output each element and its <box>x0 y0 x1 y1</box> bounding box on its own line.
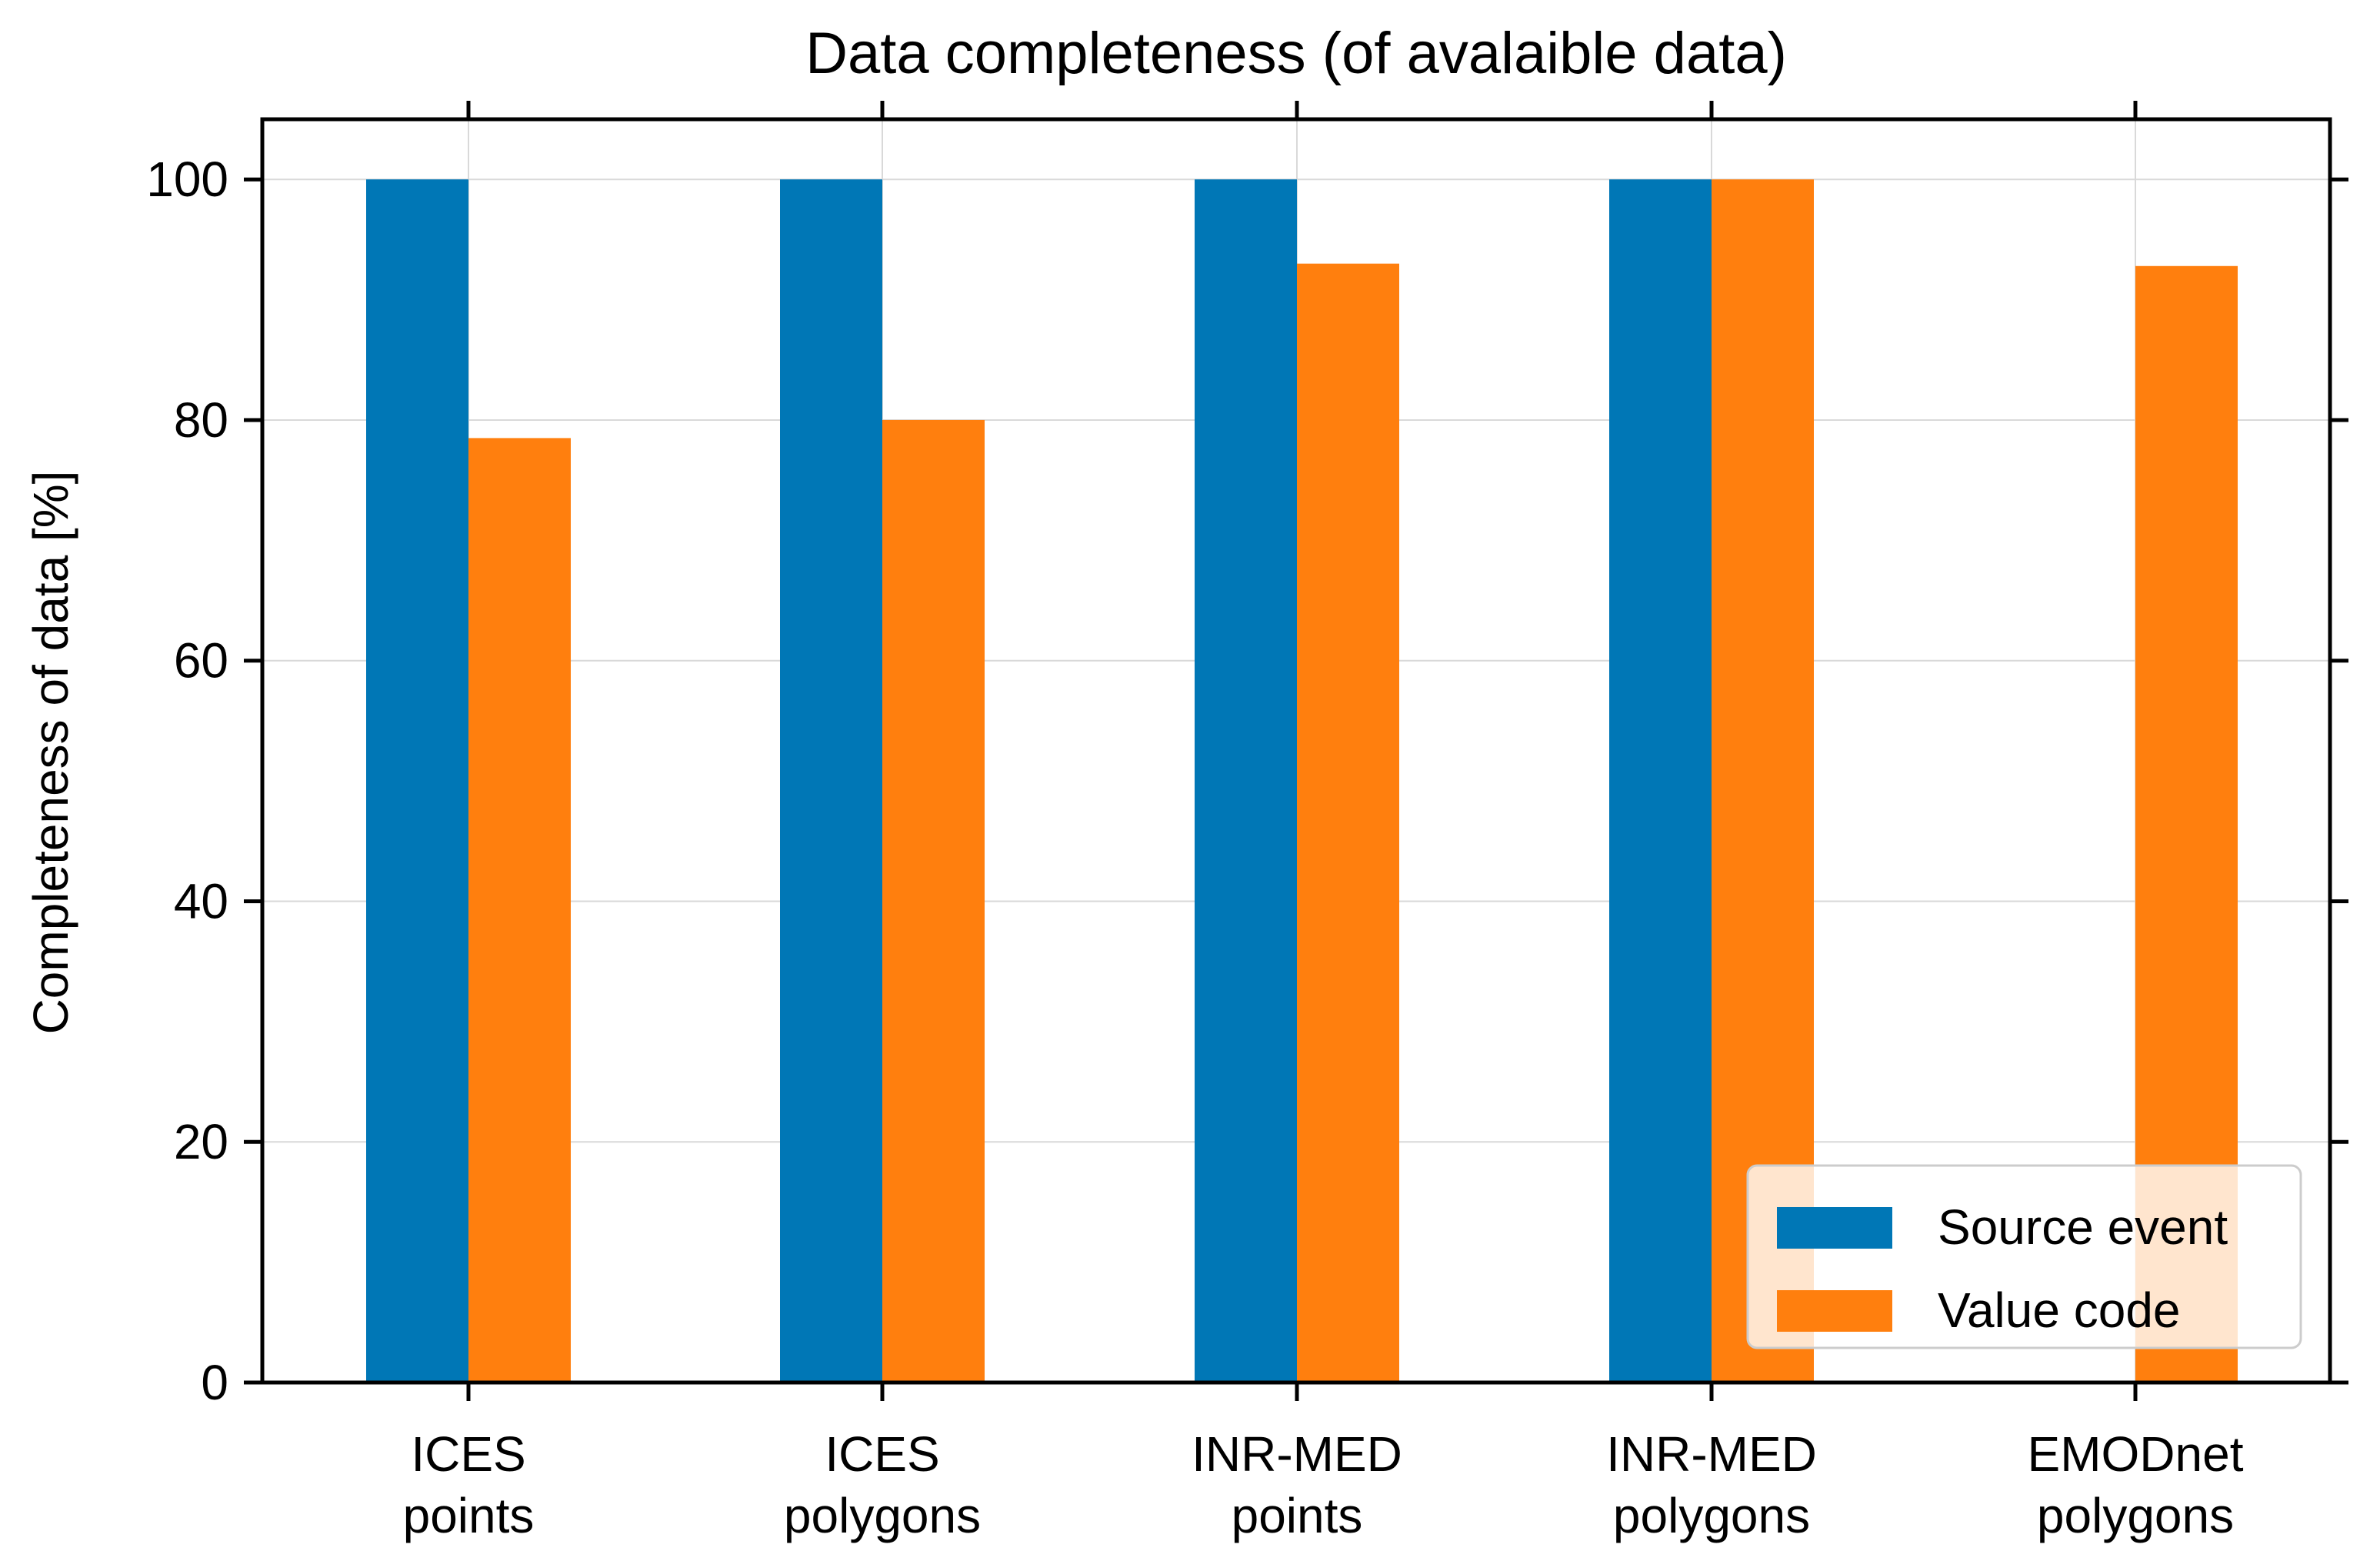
y-tick-label: 100 <box>146 152 228 207</box>
y-tick-label: 60 <box>174 633 228 689</box>
y-tick-labels: 0 20 40 60 80 100 <box>146 152 228 1410</box>
x-tick-labels: ICES points ICES polygons INR-MED points INR-M… <box>403 1426 2244 1543</box>
x-tick-label: EMODnet polygons <box>2028 1426 2244 1543</box>
x-tick-label: INR-MED polygons <box>1606 1426 1817 1543</box>
bar-value-code <box>882 419 985 1383</box>
x-tick-label: INR-MED points <box>1192 1426 1402 1543</box>
x-tick-label: ICES points <box>403 1426 535 1543</box>
y-tick-label: 0 <box>201 1355 228 1410</box>
legend-label: Source event <box>1938 1199 2228 1255</box>
legend-swatch <box>1777 1207 1892 1249</box>
chart-title: Data completeness (of avalaible data) <box>805 21 1787 86</box>
y-tick-label: 20 <box>174 1114 228 1169</box>
bar-source-event <box>366 179 468 1383</box>
bar-source-event <box>1195 179 1297 1383</box>
bar-value-code <box>468 438 571 1383</box>
legend-label: Value code <box>1938 1282 2181 1338</box>
y-tick-label: 40 <box>174 873 228 929</box>
bar-value-code <box>1297 263 1399 1383</box>
bars <box>366 179 2238 1383</box>
y-tick-label: 80 <box>174 392 228 448</box>
x-tick-label: ICES polygons <box>784 1426 981 1543</box>
legend-swatch <box>1777 1290 1892 1332</box>
axis-ticks <box>244 101 2348 1401</box>
bar-source-event <box>1609 179 1712 1383</box>
legend: Source event Value code <box>1746 1164 2302 1349</box>
bar-source-event <box>780 179 882 1383</box>
y-axis-label: Completeness of data [%] <box>23 471 78 1035</box>
